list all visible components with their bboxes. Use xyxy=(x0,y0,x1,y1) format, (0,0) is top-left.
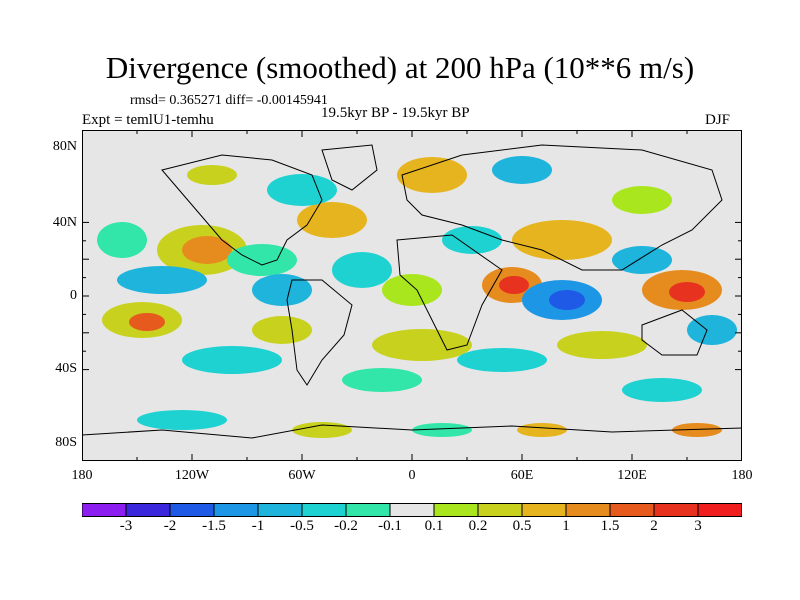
figure-title: Divergence (smoothed) at 200 hPa (10**6 … xyxy=(105,50,695,85)
colorbar-box xyxy=(521,503,567,517)
antarctica-coast xyxy=(82,424,742,439)
colorbar-label: -1 xyxy=(251,518,265,534)
colorbar-label: -3 xyxy=(119,518,133,534)
colorbar-label: 0.2 xyxy=(468,518,488,534)
colorbar-box xyxy=(82,503,127,517)
colorbar-box xyxy=(697,503,742,517)
lat-label-40s: 40S xyxy=(55,361,77,376)
colorbar-box xyxy=(433,503,479,517)
colorbar xyxy=(82,503,742,517)
colorbar-box xyxy=(565,503,611,517)
colorbar-box xyxy=(609,503,655,517)
colorbar-box xyxy=(301,503,347,517)
axis-ticks xyxy=(82,130,742,461)
colorbar-label: -0.5 xyxy=(290,518,314,534)
colorbar-box xyxy=(169,503,215,517)
lon-label-60e: 60E xyxy=(510,468,534,483)
colorbar-label: 0.1 xyxy=(424,518,444,534)
divergence-field xyxy=(97,156,737,438)
divergence-map xyxy=(82,130,742,461)
colorbar-label: 2 xyxy=(650,518,658,534)
colorbar-box xyxy=(345,503,391,517)
south-america-coast xyxy=(286,279,353,386)
lon-label-120w: 120W xyxy=(174,468,210,483)
colorbar-box xyxy=(477,503,523,517)
africa-coast xyxy=(396,234,503,351)
greenland-coast xyxy=(321,144,378,191)
lat-label-0: 0 xyxy=(70,288,77,303)
coastlines xyxy=(82,144,742,439)
colorbar-label: 0.5 xyxy=(512,518,532,534)
colorbar-label: -0.2 xyxy=(334,518,358,534)
experiment-text: Expt = temlU1-temhu xyxy=(82,112,214,128)
colorbar-label: 1.5 xyxy=(600,518,620,534)
positive-anomalies xyxy=(102,157,722,438)
lon-label-0: 0 xyxy=(408,468,416,483)
lon-label-120e: 120E xyxy=(617,468,647,483)
colorbar-box xyxy=(125,503,171,517)
colorbar-box xyxy=(257,503,303,517)
lon-label-60w: 60W xyxy=(288,468,316,483)
lon-label-180e: 180 xyxy=(731,468,753,483)
negative-anomalies xyxy=(97,156,737,437)
lon-label-180w: 180 xyxy=(71,468,93,483)
colorbar-label: -1.5 xyxy=(202,518,226,534)
north-america-coast xyxy=(161,154,323,266)
eurasia-coast xyxy=(401,144,723,271)
lat-label-40n: 40N xyxy=(52,215,77,230)
period-text: 19.5kyr BP - 19.5kyr BP xyxy=(321,105,470,121)
colorbar-label: -2 xyxy=(163,518,177,534)
stats-text: rmsd= 0.365271 diff= -0.00145941 xyxy=(130,93,328,108)
colorbar-label: 3 xyxy=(694,518,702,534)
colorbar-label: 1 xyxy=(562,518,570,534)
colorbar-box xyxy=(389,503,435,517)
lat-label-80s: 80S xyxy=(55,435,77,450)
colorbar-box xyxy=(213,503,259,517)
colorbar-label: -0.1 xyxy=(378,518,402,534)
australia-coast xyxy=(641,309,708,356)
lat-label-80n: 80N xyxy=(52,139,77,154)
colorbar-box xyxy=(653,503,699,517)
season-label: DJF xyxy=(705,112,731,128)
